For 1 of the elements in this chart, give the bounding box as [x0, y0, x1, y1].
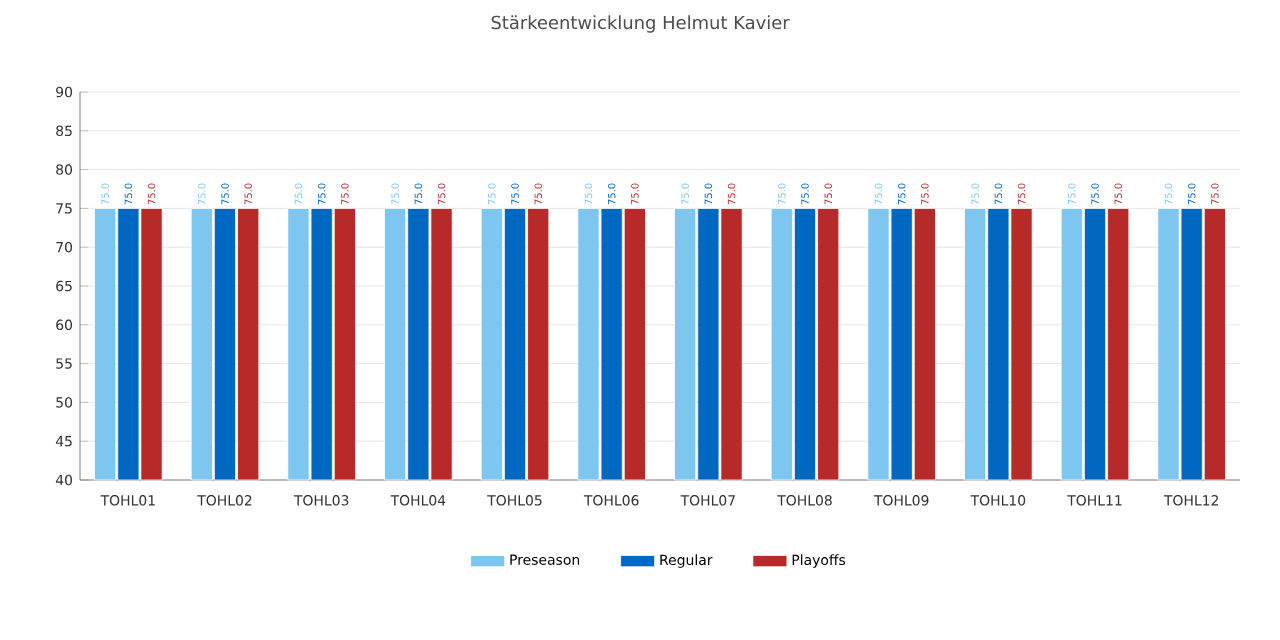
chart-title: Stärkeentwicklung Helmut Kavier [491, 15, 790, 33]
